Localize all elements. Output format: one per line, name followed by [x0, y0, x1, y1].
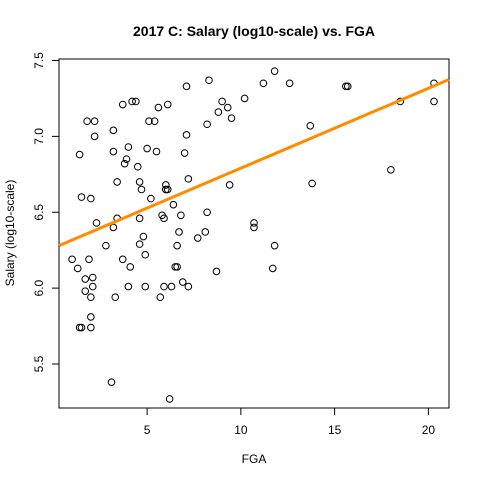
data-point	[271, 242, 278, 249]
x-tick-label: 15	[328, 423, 342, 437]
data-point	[183, 83, 190, 90]
data-point	[213, 268, 220, 275]
data-point	[112, 294, 119, 301]
data-point	[74, 265, 81, 272]
x-tick-label: 5	[144, 423, 151, 437]
data-point	[168, 283, 175, 290]
data-point	[114, 179, 121, 186]
y-tick-label: 5.5	[32, 355, 46, 372]
data-point	[69, 256, 76, 263]
data-point	[82, 288, 89, 295]
data-point	[88, 314, 95, 321]
data-point	[127, 264, 134, 271]
data-points	[69, 68, 437, 402]
data-point	[88, 324, 95, 331]
trend-line	[59, 79, 449, 245]
data-point	[170, 201, 177, 208]
data-point	[309, 180, 316, 187]
data-point	[183, 132, 190, 139]
data-point	[204, 121, 211, 128]
data-point	[307, 122, 314, 129]
data-point	[110, 224, 117, 231]
data-point	[148, 195, 155, 202]
data-point	[119, 101, 126, 108]
x-tick-label: 10	[234, 423, 248, 437]
data-point	[142, 283, 149, 290]
data-point	[155, 104, 162, 111]
data-point	[269, 265, 276, 272]
data-point	[161, 283, 168, 290]
data-point	[93, 220, 100, 227]
y-tick-label: 6.5	[32, 204, 46, 221]
data-point	[125, 144, 132, 151]
y-axis-label: Salary (log10-scale)	[3, 180, 17, 287]
data-point	[176, 229, 183, 236]
data-point	[103, 242, 110, 249]
data-point	[119, 256, 126, 263]
data-point	[78, 194, 85, 201]
data-point	[76, 151, 83, 158]
x-axis: 5 10 15 20	[144, 408, 436, 437]
data-point	[206, 77, 213, 84]
data-point	[204, 209, 211, 216]
data-point	[82, 276, 89, 283]
data-point	[91, 118, 98, 125]
data-point	[89, 283, 96, 290]
data-point	[178, 212, 185, 219]
data-point	[88, 195, 95, 202]
data-point	[226, 182, 233, 189]
data-point	[260, 80, 267, 87]
y-axis: 5.5 6.0 6.5 7.0 7.5	[32, 52, 59, 372]
data-point	[84, 118, 91, 125]
chart-title: 2017 C: Salary (log10-scale) vs. FGA	[133, 23, 375, 39]
data-point	[91, 133, 98, 140]
y-tick-label: 7.5	[32, 52, 46, 69]
data-point	[136, 241, 143, 248]
data-point	[181, 150, 188, 157]
data-point	[219, 98, 226, 105]
data-point	[166, 396, 173, 403]
data-point	[228, 115, 235, 122]
data-point	[140, 233, 147, 240]
data-point	[144, 145, 151, 152]
data-point	[388, 166, 395, 173]
y-tick-label: 7.0	[32, 128, 46, 145]
data-point	[194, 235, 201, 242]
data-point	[215, 109, 222, 116]
data-point	[241, 95, 248, 102]
data-point	[108, 379, 115, 386]
data-point	[185, 283, 192, 290]
data-point	[431, 98, 438, 105]
plot-frame	[59, 59, 449, 408]
data-point	[153, 148, 160, 155]
data-point	[110, 148, 117, 155]
x-axis-label: FGA	[242, 452, 267, 466]
data-point	[251, 224, 258, 231]
data-point	[136, 215, 143, 222]
data-point	[202, 229, 209, 236]
data-point	[185, 176, 192, 183]
data-point	[136, 179, 143, 186]
data-point	[86, 256, 93, 263]
data-point	[89, 274, 96, 281]
data-point	[157, 294, 164, 301]
data-point	[174, 242, 181, 249]
data-point	[125, 283, 132, 290]
data-point	[134, 163, 141, 170]
data-point	[224, 104, 231, 111]
data-point	[88, 294, 95, 301]
y-tick-label: 6.0	[32, 279, 46, 296]
data-point	[110, 127, 117, 134]
data-point	[164, 101, 171, 108]
data-point	[142, 251, 149, 258]
data-point	[286, 80, 293, 87]
x-tick-label: 20	[422, 423, 436, 437]
data-point	[138, 186, 145, 193]
data-point	[179, 279, 186, 286]
data-point	[271, 68, 278, 75]
